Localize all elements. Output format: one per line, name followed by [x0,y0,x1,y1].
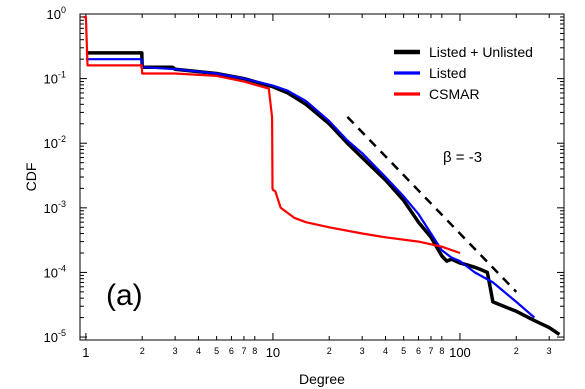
x-tick-label: 7 [241,346,246,356]
x-tick-label: 6 [229,346,234,356]
y-axis-label: CDF [23,163,39,192]
y-tick-label: 10-1 [44,70,66,87]
x-tick-label: 2 [514,346,519,356]
y-tick-label: 10-4 [44,263,66,280]
legend: Listed + Unlisted Listed CSMAR [394,44,533,102]
x-tick-label: 6 [416,346,421,356]
series-line-1 [85,58,536,319]
x-tick-label: 3 [547,346,552,356]
x-tick-label: 10 [266,345,280,360]
x-tick-label: 3 [173,346,178,356]
y-tick-label: 10-5 [44,328,66,345]
series-line-2 [83,15,461,255]
x-tick-label: 2 [140,346,145,356]
x-tick-label: 5 [214,346,219,356]
legend-label-2: CSMAR [429,86,480,102]
series-line-0 [85,51,561,336]
x-tick-label: 8 [252,346,257,356]
panel-label: (a) [106,279,143,312]
tick-labels: 1 2 3 4 5 6 7 8 10 2 3 4 5 6 7 8 100 2 310010-110-210-310-… [44,5,552,360]
reference-slope-line [346,115,518,293]
x-tick-label: 5 [401,346,406,356]
x-tick-label: 7 [428,346,433,356]
legend-label-1: Listed [429,65,466,81]
y-tick-label: 10-3 [44,199,66,216]
x-tick-label: 1 [82,345,89,360]
y-tick-label: 10-2 [44,134,66,151]
x-tick-label: 4 [196,346,201,356]
reference-slope-label: β = -3 [443,149,482,166]
x-tick-label: 4 [383,346,388,356]
x-axis-label: Degree [299,371,345,387]
y-tick-label: 100 [47,5,66,22]
legend-label-0: Listed + Unlisted [429,44,533,60]
x-tick-label: 8 [439,346,444,356]
x-tick-label: 3 [360,346,365,356]
axis-ticks [80,13,564,340]
series-layer [83,15,561,336]
x-tick-label: 100 [449,345,471,360]
x-tick-label: 2 [327,346,332,356]
